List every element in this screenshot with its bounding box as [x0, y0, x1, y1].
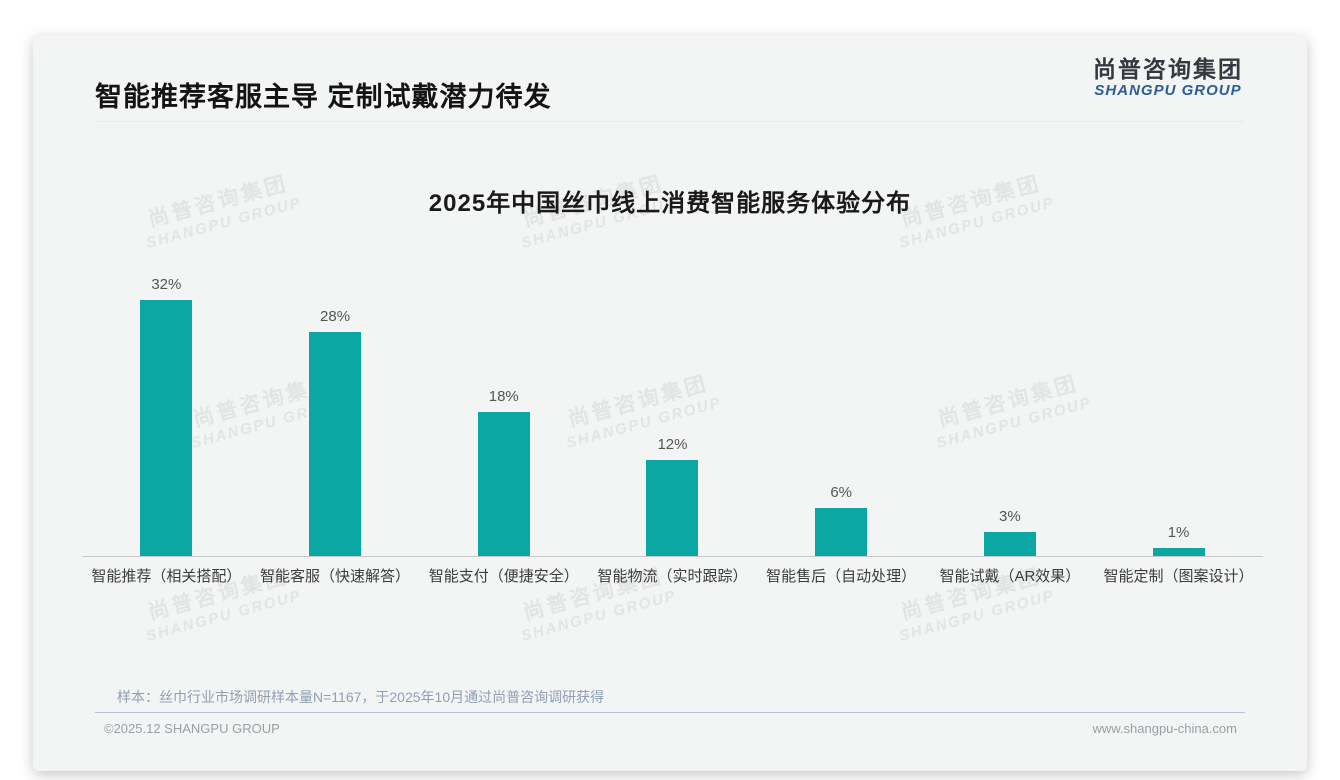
company-logo: 尚普咨询集团 SHANGPU GROUP	[1093, 56, 1243, 100]
x-axis-category-label: 智能试戴（AR效果）	[939, 568, 1081, 585]
bar-chart-plot-area: 32% 28% 18% 12% 6% 3% 1%	[82, 236, 1263, 557]
header-divider	[95, 121, 1245, 122]
bar-value-label: 28%	[320, 308, 351, 325]
bar-column: 12%	[646, 436, 699, 556]
bar	[646, 460, 699, 556]
bar-value-label: 12%	[657, 436, 688, 453]
bar	[140, 300, 193, 556]
logo-english-text: SHANGPU GROUP	[1094, 82, 1242, 100]
slide-card: 尚普咨询集团 SHANGPU GROUP 尚普咨询集团 SHANGPU GROUP 尚普…	[33, 35, 1307, 771]
x-axis-category-label: 智能售后（自动处理）	[766, 568, 917, 585]
bar-value-label: 3%	[999, 508, 1021, 525]
x-axis-category-label: 智能支付（便捷安全）	[428, 568, 579, 585]
bar-value-label: 32%	[151, 276, 182, 293]
x-axis-category-label: 智能推荐（相关搭配）	[91, 568, 242, 585]
bar	[983, 532, 1036, 556]
logo-chinese-text: 尚普咨询集团	[1093, 56, 1243, 82]
bar-column: 28%	[309, 308, 362, 556]
bar-column: 3%	[983, 508, 1036, 556]
page-title: 智能推荐客服主导 定制试戴潜力待发	[95, 82, 552, 112]
bar-value-label: 1%	[1167, 524, 1190, 541]
chart-title: 2025年中国丝巾线上消费智能服务体验分布	[428, 190, 912, 217]
x-axis-category-label: 智能客服（快速解答）	[260, 568, 411, 585]
bar-value-label: 18%	[488, 388, 519, 405]
footer-website: www.shangpu-china.com	[1092, 721, 1237, 736]
footer-copyright: ©2025.12 SHANGPU GROUP	[104, 721, 280, 736]
bar-value-label: 6%	[830, 484, 852, 501]
sample-note: 样本：丝巾行业市场调研样本量N=1167，于2025年10月通过尚普咨询调研获得	[117, 689, 605, 705]
bar-column: 6%	[815, 484, 868, 556]
bar	[477, 412, 530, 556]
bar-column: 1%	[1152, 524, 1205, 556]
bar	[1152, 548, 1205, 556]
bar-column: 32%	[140, 276, 193, 556]
x-axis-labels: 智能推荐（相关搭配） 智能客服（快速解答） 智能支付（便捷安全） 智能物流（实时跟踪）…	[82, 565, 1263, 586]
bar	[815, 508, 868, 556]
footer-divider	[95, 712, 1245, 713]
x-axis-category-label: 智能定制（图案设计）	[1103, 568, 1254, 585]
bar	[309, 332, 362, 556]
bar-column: 18%	[477, 388, 530, 556]
x-axis-category-label: 智能物流（实时跟踪）	[597, 568, 748, 585]
